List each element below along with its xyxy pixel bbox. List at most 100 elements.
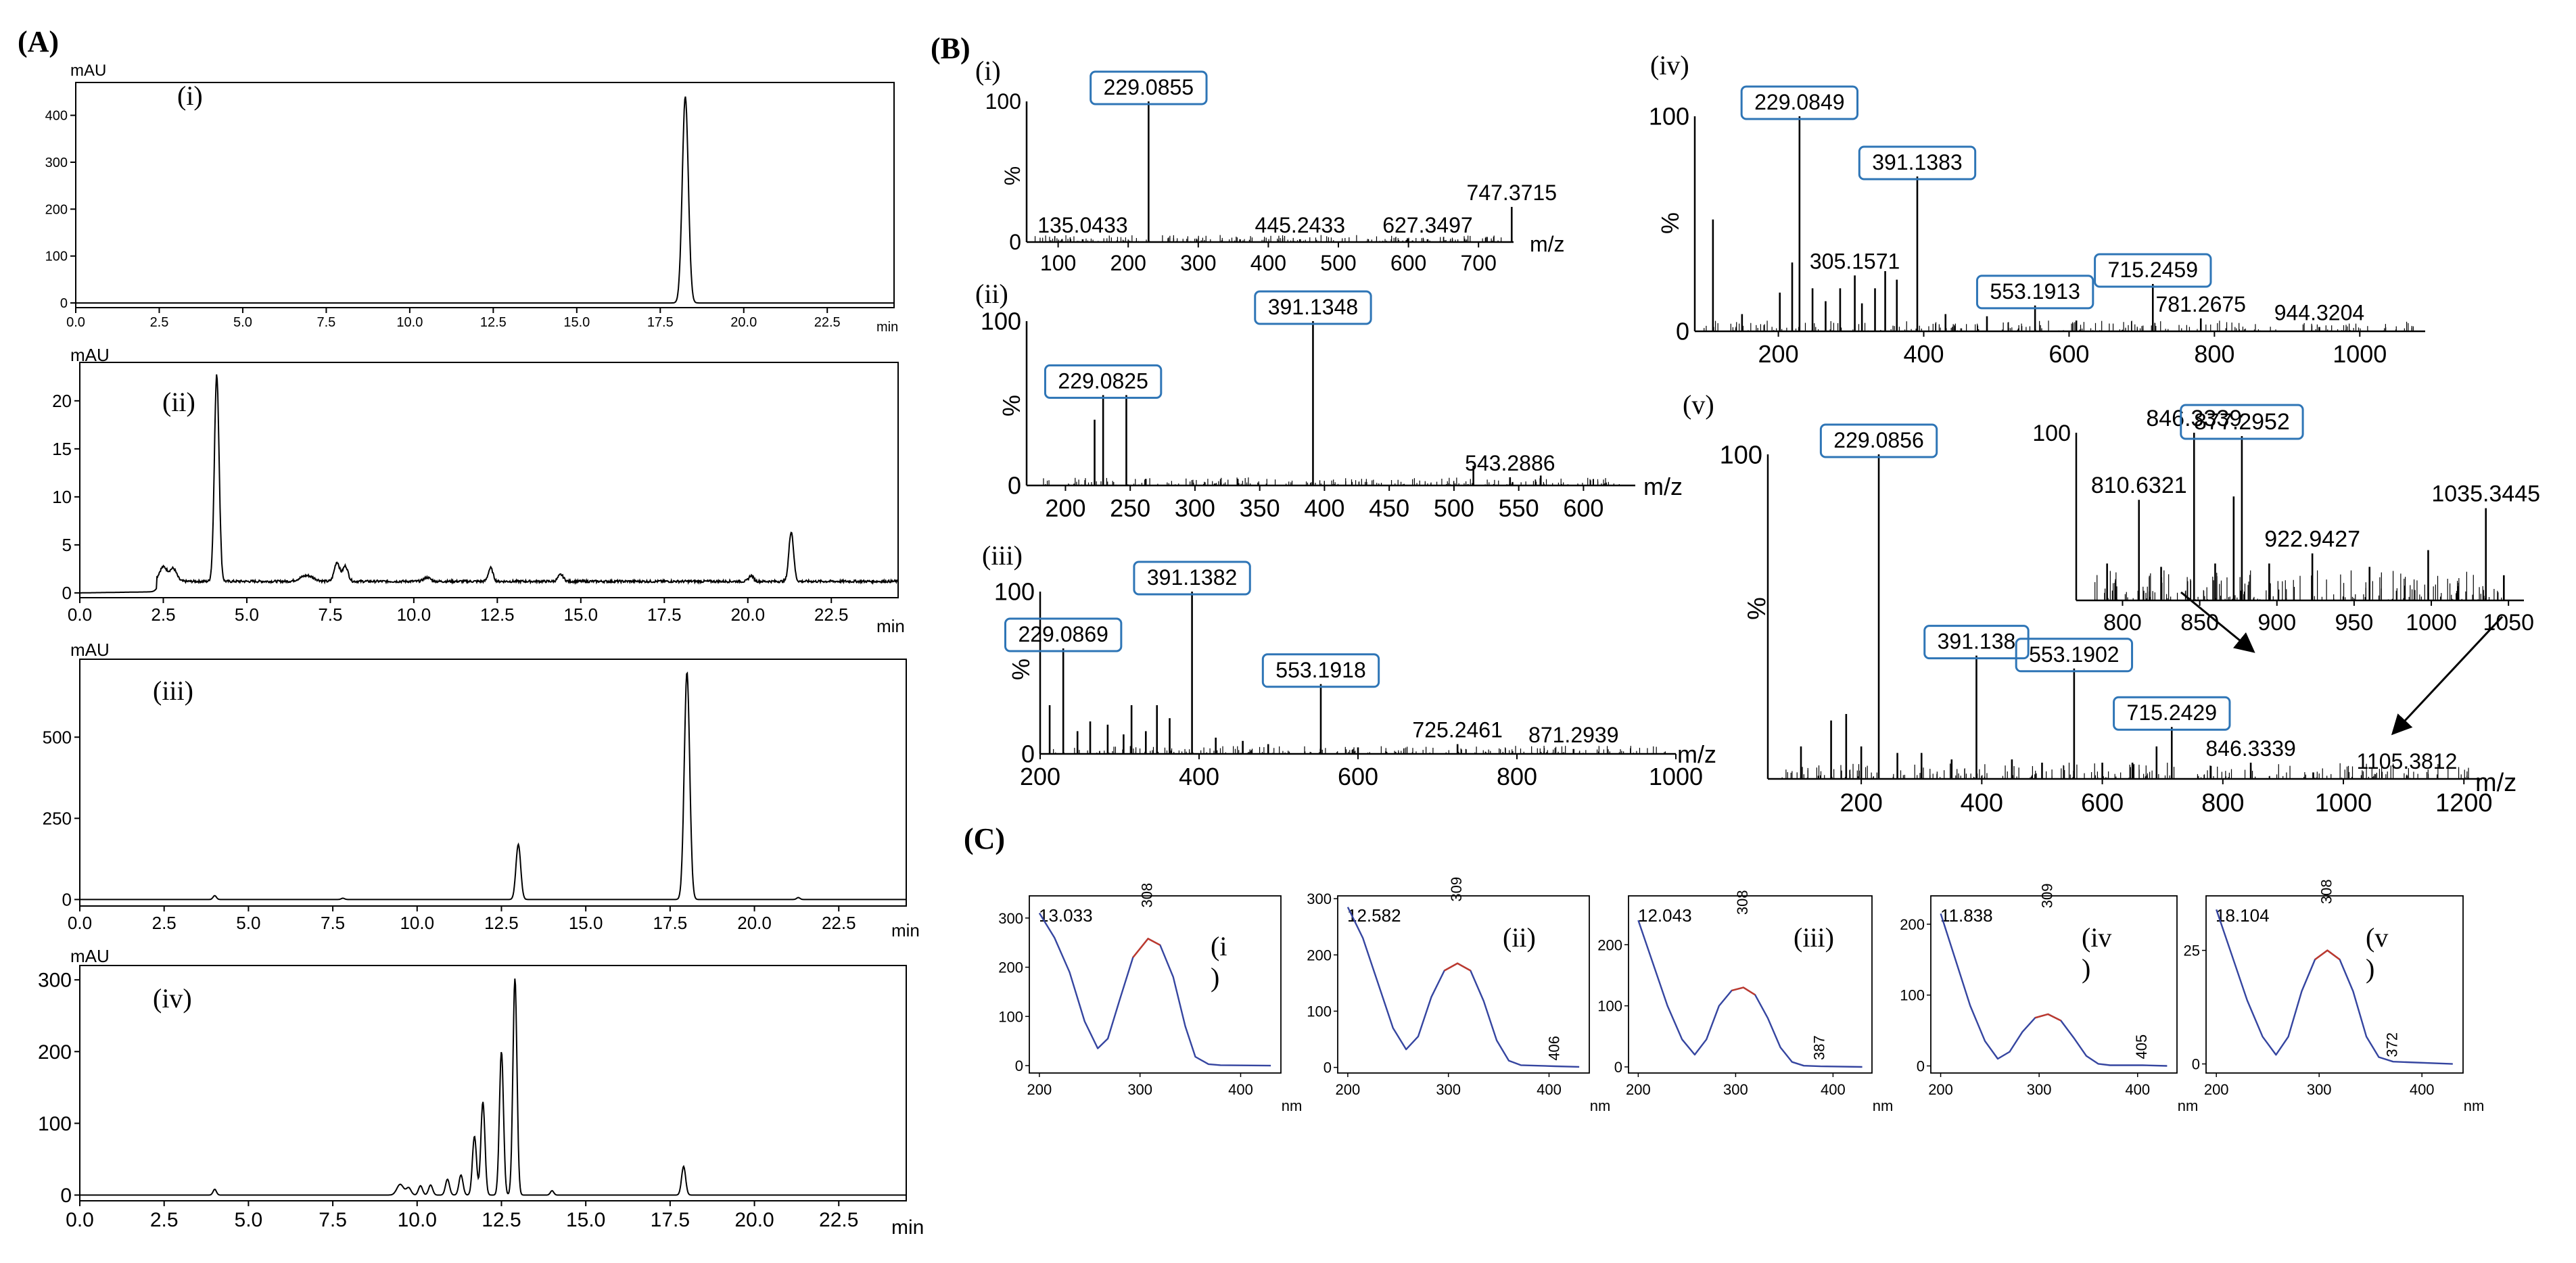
panel-label-a: (A) [18, 25, 59, 58]
chromatogram-trace [80, 374, 899, 594]
x-tick-label: 17.5 [653, 913, 688, 933]
peak-label-boxed: 229.0856 [1833, 428, 1923, 452]
sample-label: (iii) [1794, 922, 1834, 953]
sample-label: ) [1211, 962, 1219, 993]
retention-time-label: 11.838 [1940, 905, 1993, 926]
x-axis-unit: min [891, 920, 920, 940]
y-tick-label: 300 [45, 156, 68, 170]
plot-frame [1337, 895, 1590, 1074]
x-tick-label: 800 [2194, 340, 2234, 368]
x-axis-unit: nm [2178, 1097, 2199, 1114]
peak-label-boxed: 229.0849 [1754, 90, 1844, 114]
sample-label: (i) [177, 80, 203, 111]
retention-time-label: 18.104 [2216, 905, 2270, 926]
x-axis-label: m/z [1643, 473, 1683, 500]
x-tick-label: 7.5 [317, 315, 336, 330]
y-tick-label: 200 [1597, 936, 1622, 953]
x-tick-label: 550 [1499, 494, 1539, 522]
chart-b-iii: 0 100 200 400 600 800 1000% m/z (iii) 229.0869 391… [982, 540, 1716, 790]
y-tick-label: 0 [1676, 318, 1689, 345]
lambda-max-label: 309 [2038, 883, 2055, 908]
y-tick-label: 100 [1307, 1003, 1332, 1020]
x-tick-label: 400 [2410, 1081, 2435, 1098]
x-tick-label: 600 [2081, 789, 2124, 817]
x-tick-label: 15.0 [569, 913, 603, 933]
x-tick-label: 17.5 [647, 315, 674, 330]
lambda-min-label: 372 [2384, 1032, 2401, 1057]
panel-label-b: (B) [931, 32, 970, 65]
x-tick-label: 200 [1840, 789, 1882, 817]
peak-label: 846.3339 [2205, 736, 2295, 761]
x-tick-label: 200 [1110, 251, 1146, 275]
x-tick-label: 7.5 [321, 913, 345, 933]
x-tick-label: 450 [1369, 494, 1409, 522]
x-tick-label: 10.0 [396, 315, 423, 330]
chromatogram-trace [80, 671, 906, 901]
y-tick-label: 100 [38, 1113, 72, 1135]
peak-label: 922.9427 [2264, 527, 2360, 552]
peak-label-box [2180, 404, 2304, 440]
y-tick-label: 0 [1614, 1059, 1622, 1076]
peak-label: 135.0433 [1037, 213, 1127, 237]
y-tick-label: 0 [1008, 472, 1021, 500]
peak-label: 781.2675 [2155, 292, 2245, 316]
x-tick-label: 10.0 [400, 913, 434, 933]
y-axis-label: % [998, 395, 1025, 416]
peak-label: 445.2433 [1255, 213, 1345, 237]
x-tick-label: 250 [1110, 494, 1150, 522]
x-axis-unit: min [876, 616, 905, 636]
y-tick-label: 20 [52, 391, 72, 411]
y-tick-label: 0 [1917, 1058, 1925, 1075]
chart-b-ii: 0 100 200 250 300 350 400 450 500 550 600% m/z (ii) 2… [975, 279, 1683, 522]
chart-a-iv: 0 100 200 300 0.0 2.5 5.0 7.5 10.0 12.5 15.0 17.5 20… [38, 946, 924, 1239]
uv-spectrum-maximum-segment [2034, 1013, 2061, 1022]
y-tick-label: 300 [998, 910, 1023, 927]
y-tick-label: 100 [1597, 998, 1622, 1015]
y-tick-label: 0 [62, 583, 72, 603]
x-tick-label: 300 [1175, 494, 1215, 522]
lambda-min-label: 406 [1545, 1036, 1562, 1061]
peak-label-box [2094, 253, 2212, 288]
x-tick-label: 900 [2257, 610, 2296, 636]
x-tick-label: 0.0 [66, 1209, 94, 1231]
x-tick-label: 12.5 [480, 315, 507, 330]
plot-frame [1628, 895, 1873, 1074]
x-tick-label: 12.5 [484, 913, 519, 933]
sample-label: (i [1211, 931, 1227, 961]
y-tick-label: 25 [2184, 943, 2200, 959]
peak-label: 1105.3812 [2357, 749, 2458, 773]
x-tick-label: 2.5 [152, 913, 177, 933]
y-tick-label: 100 [981, 308, 1021, 335]
y-axis-unit: mAU [70, 62, 106, 80]
y-tick-label: 100 [994, 578, 1035, 606]
x-tick-label: 200 [1020, 763, 1060, 790]
plot-frame [79, 965, 907, 1201]
y-tick-label: 100 [45, 249, 68, 264]
x-tick-label: 200 [1928, 1081, 1953, 1098]
x-tick-label: 15.0 [564, 604, 599, 625]
uv-spectrum-maximum-segment [1132, 937, 1161, 958]
plot-frame [79, 659, 907, 907]
x-axis-unit: nm [2464, 1097, 2485, 1114]
panel-label-c: (C) [964, 822, 1005, 855]
x-tick-label: 400 [1903, 340, 1944, 368]
x-tick-label: 400 [1179, 763, 1219, 790]
uv-spectrum-maximum-segment [1731, 986, 1756, 996]
x-axis-unit: nm [1873, 1097, 1894, 1114]
x-tick-label: 300 [1436, 1081, 1461, 1098]
x-axis-label: m/z [1677, 740, 1716, 768]
y-tick-label: 5 [62, 535, 72, 555]
plot-frame [2205, 895, 2464, 1074]
lambda-min-label: 405 [2133, 1034, 2150, 1059]
lambda-max-label: 308 [2318, 879, 2335, 904]
chart-c-iv: 0 100 200 200 300 400 nm 11.838 (iv) 309 405 [1900, 883, 2198, 1114]
x-tick-label: 2.5 [151, 604, 175, 625]
x-tick-label: 20.0 [730, 315, 757, 330]
y-tick-label: 200 [38, 1041, 72, 1064]
y-tick-label: 100 [998, 1008, 1023, 1025]
x-tick-label: 950 [2335, 610, 2374, 636]
plot-frame [79, 362, 899, 598]
x-tick-label: 800 [2103, 610, 2142, 636]
